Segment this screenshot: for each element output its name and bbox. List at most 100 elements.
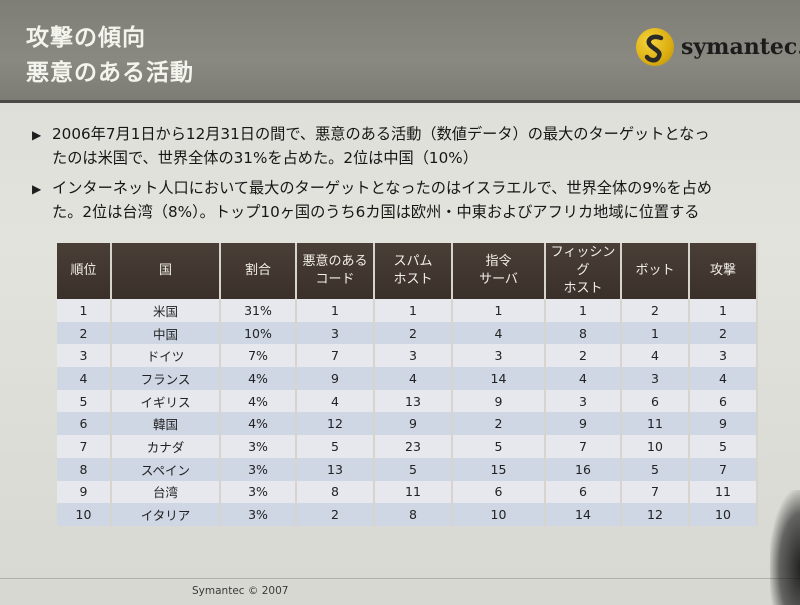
table-cell: 韓国 [111,412,221,436]
table-cell: 7 [545,435,622,458]
footer-divider [0,578,800,579]
table-cell: 7% [220,344,297,368]
table-cell: 2 [621,299,690,322]
table-cell: 10 [57,503,112,526]
table-cell: 12 [621,503,690,526]
header-divider [0,100,800,103]
table-cell: 14 [545,503,622,526]
ranking-table: 順位国割合 悪意のある コード スパム ホスト 指令 サーバ フィッシング ホスト ボット… [57,243,758,526]
table-row: 4 フランス 4% 9 4 14 4 3 4 [57,367,758,390]
table-cell: 3 [621,367,690,390]
table-body: 1 米国 31% 1 1 1 1 2 1 2 中国 10% 3 2 4 8 1 2 3 ドイツ 7% 7 3 3 2 4 3 4 フラン… [57,299,758,526]
table-header-row: 順位国割合 悪意のある コード スパム ホスト 指令 サーバ フィッシング ホスト ボット… [57,243,758,299]
table-row: 2 中国 10% 3 2 4 8 1 2 [57,321,758,345]
table-cell: 6 [545,480,622,504]
table-header-cell: 国 [111,243,221,299]
table-cell: 9 [296,367,375,390]
table-cell: 3% [220,480,297,504]
table-cell: 4 [296,389,375,413]
table-cell: 31% [220,299,297,322]
photo-shadow [770,490,800,605]
table-row: 8 スペイン 3% 13 5 15 16 5 7 [57,457,758,481]
table-cell: 3 [452,344,546,368]
table-cell: 2 [57,321,112,345]
table-cell: 6 [621,389,690,413]
table-cell: スペイン [111,457,221,481]
table-cell: 4 [545,367,622,390]
table-cell: 7 [689,457,758,481]
table-cell: 8 [374,503,453,526]
table-cell: 米国 [111,299,221,322]
table-header-cell: フィッシング ホスト [545,243,622,299]
table-cell: 4% [220,412,297,436]
table-cell: 5 [689,435,758,458]
table-cell: 2 [374,321,453,345]
table-cell: 3% [220,457,297,481]
table-cell: 3 [296,321,375,345]
table-cell: 8 [545,321,622,345]
symantec-logo-icon [636,28,674,66]
slide-header: 攻撃の傾向 悪意のある活動 symantec. [0,0,800,100]
table-row: 9 台湾 3% 8 11 6 6 7 11 [57,480,758,504]
table-cell: 6 [57,412,112,436]
table-header-cell: 攻撃 [689,243,758,299]
table-cell: 9 [57,480,112,504]
table-cell: 2 [452,412,546,436]
table-cell: 1 [545,299,622,322]
table-cell: 1 [296,299,375,322]
table-cell: イタリア [111,503,221,526]
table-header-cell: 指令 サーバ [452,243,546,299]
table-header-cell: ボット [621,243,690,299]
table-cell: 1 [374,299,453,322]
table-cell: 4% [220,389,297,413]
table-cell: イギリス [111,389,221,413]
table-cell: 3 [545,389,622,413]
table-cell: 中国 [111,321,221,345]
table-cell: 3% [220,503,297,526]
table-header-cell: 悪意のある コード [296,243,375,299]
bullet-text-line: た。2位は台湾（8%）。トップ10ヶ国のうち6カ国は欧州・中東およびアフリカ地域… [52,203,700,221]
table-cell: 8 [57,457,112,481]
table-cell: 5 [374,457,453,481]
table-header-cell: スパム ホスト [374,243,453,299]
table-cell: 4 [621,344,690,368]
table-cell: 3 [374,344,453,368]
table-cell: 6 [452,480,546,504]
table-cell: 1 [57,299,112,322]
table-cell: 5 [57,389,112,413]
table-cell: 2 [689,321,758,345]
table-cell: 5 [296,435,375,458]
table-header-cell: 割合 [220,243,297,299]
table-cell: カナダ [111,435,221,458]
table-row: 6 韓国 4% 12 9 2 9 11 9 [57,412,758,436]
table-cell: ドイツ [111,344,221,368]
table-cell: 10 [621,435,690,458]
table-row: 3 ドイツ 7% 7 3 3 2 4 3 [57,344,758,368]
bullet-list: ▶ 2006年7月1日から12月31日の間で、悪意のある活動（数値データ）の最大… [32,122,767,230]
bullet-text-line: たのは米国で、世界全体の31%を占めた。2位は中国（10%） [52,149,478,167]
table-cell: 2 [545,344,622,368]
bullet-item: ▶ 2006年7月1日から12月31日の間で、悪意のある活動（数値データ）の最大… [32,122,767,170]
table-cell: 14 [452,367,546,390]
triangle-right-icon: ▶ [32,182,42,196]
table-cell: 6 [689,389,758,413]
table-cell: 1 [621,321,690,345]
table-cell: 4 [452,321,546,345]
table-cell: 23 [374,435,453,458]
table-cell: 7 [296,344,375,368]
triangle-right-icon: ▶ [32,128,42,142]
table-cell: 7 [57,435,112,458]
table-cell: 台湾 [111,480,221,504]
table-cell: 2 [296,503,375,526]
table-cell: 16 [545,457,622,481]
table-cell: 9 [452,389,546,413]
table-row: 7 カナダ 3% 5 23 5 7 10 5 [57,435,758,458]
slide-title: 攻撃の傾向 [26,25,146,51]
table-cell: 9 [374,412,453,436]
table-cell: 12 [296,412,375,436]
table-cell: 4 [374,367,453,390]
table-row: 1 米国 31% 1 1 1 1 2 1 [57,299,758,322]
table-cell: 9 [545,412,622,436]
table-cell: 5 [621,457,690,481]
